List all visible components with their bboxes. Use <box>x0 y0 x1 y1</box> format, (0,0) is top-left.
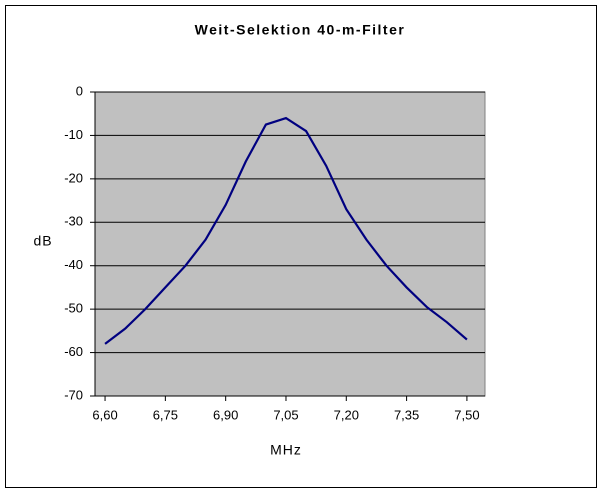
x-tick-label: 7,05 <box>273 407 298 422</box>
data-line <box>104 116 468 345</box>
y-tick-label: -40 <box>64 257 83 272</box>
y-tick-label: -30 <box>64 214 83 229</box>
y-tick-label: -10 <box>64 127 83 142</box>
y-tick-label: -20 <box>64 170 83 185</box>
plot-area <box>94 91 486 397</box>
x-tick-label: 6,60 <box>92 407 117 422</box>
y-tick-label: -50 <box>64 301 83 316</box>
y-axis-title: dB <box>33 233 52 249</box>
chart-title: Weit-Selektion 40-m-Filter <box>195 22 406 38</box>
x-tick-label: 7,20 <box>334 407 359 422</box>
x-tick-label: 7,35 <box>394 407 419 422</box>
y-tick-label: -60 <box>64 344 83 359</box>
x-tick-label: 6,75 <box>153 407 178 422</box>
x-tick-label: 7,50 <box>454 407 479 422</box>
y-tick-label: -70 <box>64 387 83 402</box>
x-tick-label: 6,90 <box>213 407 238 422</box>
x-axis-title: MHz <box>270 442 302 458</box>
y-tick-label: 0 <box>76 83 83 98</box>
